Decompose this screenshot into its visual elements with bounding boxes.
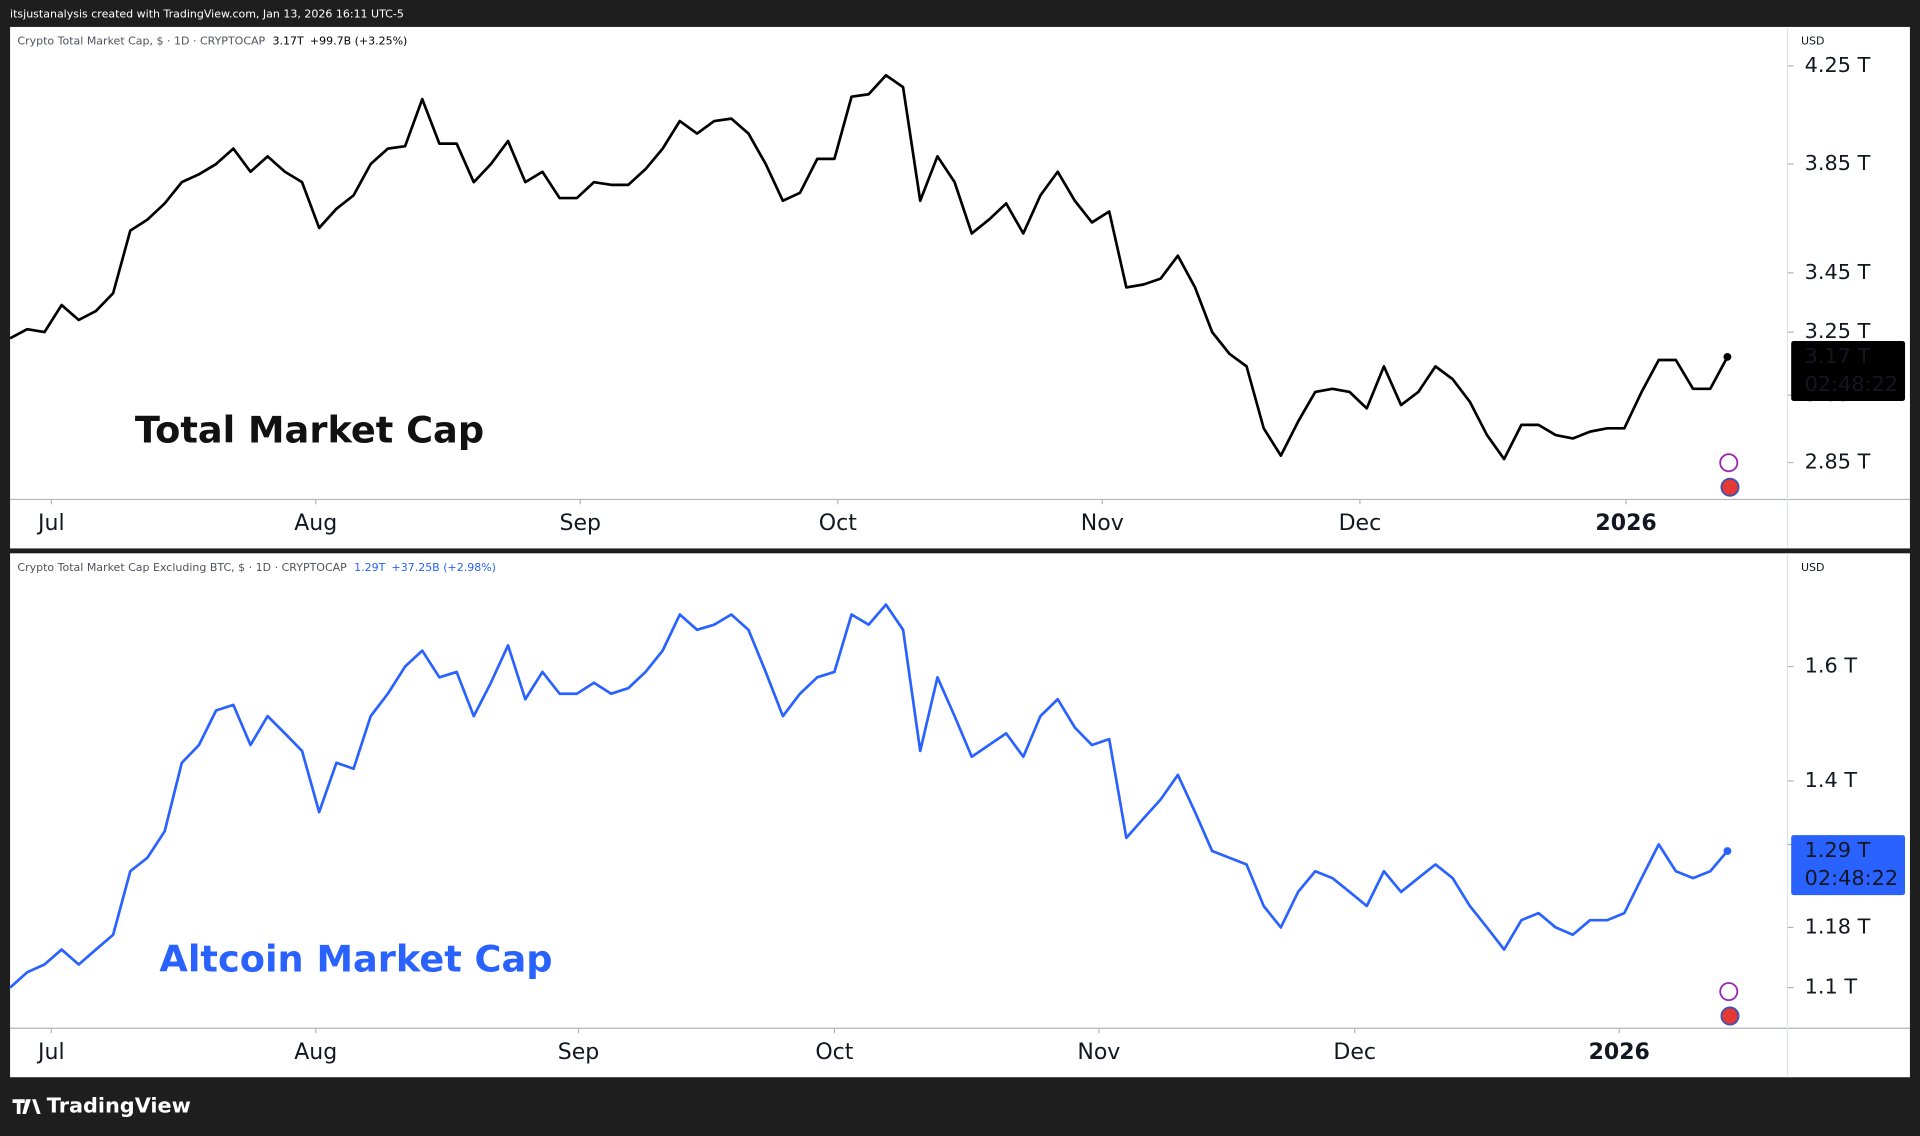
last-price-box: [1791, 835, 1906, 896]
price-text: 1.29T: [354, 561, 385, 574]
y-tick-label: 3.25 T: [1805, 319, 1871, 343]
symbol-name: Crypto Total Market Cap, $ · 1D · CRYPTO…: [17, 35, 265, 48]
change-text: +37.25B (+2.98%): [391, 561, 496, 574]
last-price-label: 3.17 T: [1805, 344, 1871, 368]
logo-mark: [12, 1099, 41, 1114]
last-price-box: [1791, 340, 1906, 401]
flag-icon: [1720, 1006, 1740, 1026]
x-tick-label: 2026: [1589, 1040, 1650, 1065]
change-text: +99.7B (+3.25%): [310, 35, 408, 48]
y-tick-label: 1.1 T: [1805, 975, 1858, 999]
countdown: 02:48:22: [1805, 866, 1898, 890]
last-point: [1723, 352, 1732, 361]
x-tick-label: Sep: [558, 1040, 600, 1065]
alert-icon: [1719, 982, 1739, 1002]
y-tick-label: 4.25 T: [1805, 53, 1871, 77]
symbol-name: Crypto Total Market Cap Excluding BTC, $…: [17, 561, 347, 574]
panel-bg: [10, 26, 1910, 549]
annotation: Total Market Cap: [135, 409, 484, 452]
annotation: Altcoin Market Cap: [159, 937, 552, 980]
price-text: 3.17T: [273, 35, 304, 48]
y-tick-label: 1.4 T: [1805, 768, 1858, 792]
x-tick-label: Oct: [819, 511, 857, 536]
y-tick-label: 2.85 T: [1805, 450, 1871, 474]
last-point: [1723, 847, 1732, 855]
x-tick-label: Nov: [1081, 511, 1124, 536]
y-tick-label: 1.18 T: [1805, 914, 1871, 938]
last-price-label: 1.29 T: [1805, 838, 1871, 862]
symbol-legend: Crypto Total Market Cap Excluding BTC, $…: [17, 561, 496, 574]
x-tick-label: Dec: [1339, 511, 1382, 536]
y-tick-label: 1.6 T: [1805, 654, 1858, 678]
x-tick-label: Nov: [1077, 1040, 1120, 1065]
alert-icon: [1719, 453, 1739, 473]
currency-label: USD: [1801, 35, 1825, 48]
header-text: itsjustanalysis created with TradingView…: [10, 8, 404, 21]
x-tick-label: Aug: [294, 511, 337, 536]
countdown: 02:48:22: [1805, 372, 1898, 396]
price-line: [9, 603, 1729, 989]
x-tick-label: Jul: [36, 1040, 65, 1065]
x-tick-label: Oct: [815, 1040, 853, 1065]
logo-text: TradingView: [47, 1094, 191, 1118]
x-tick-label: Jul: [36, 511, 65, 536]
panel-bg: [10, 553, 1910, 1078]
symbol-legend: Crypto Total Market Cap, $ · 1D · CRYPTO…: [17, 35, 407, 48]
price-line: [9, 73, 1729, 461]
tv-logo: TradingView: [12, 1094, 191, 1118]
x-tick-label: Dec: [1333, 1040, 1376, 1065]
x-tick-label: Aug: [294, 1040, 337, 1065]
flag-icon: [1720, 477, 1740, 497]
x-tick-label: 2026: [1595, 511, 1656, 536]
charts: Crypto Total Market Cap, $ · 1D · CRYPTO…: [9, 26, 1910, 1078]
currency-label: USD: [1801, 561, 1825, 574]
y-tick-label: 3.45 T: [1805, 260, 1871, 284]
x-tick-label: Sep: [559, 511, 601, 536]
y-tick-label: 3.85 T: [1805, 151, 1871, 175]
